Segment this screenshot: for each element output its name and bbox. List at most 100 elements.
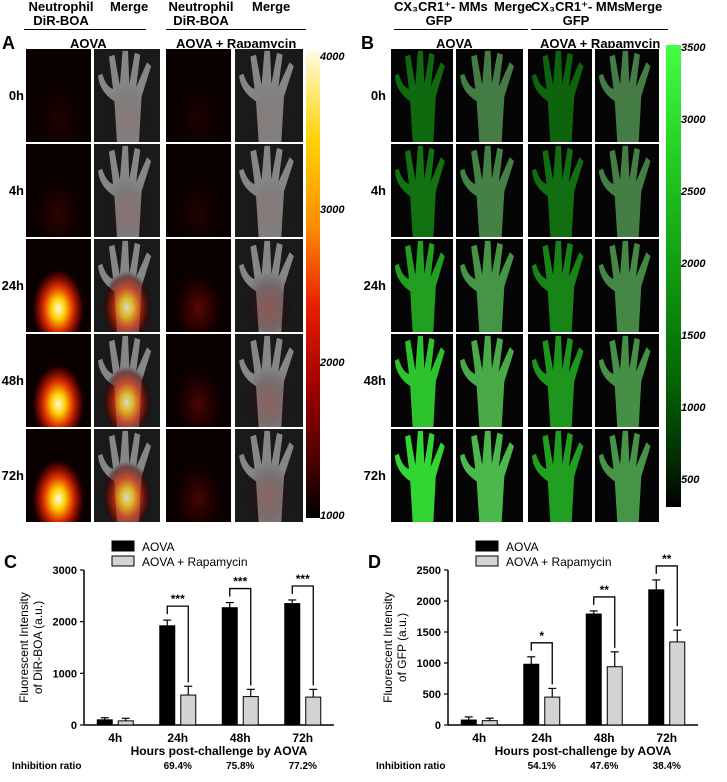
bar (460, 719, 477, 726)
merge-image (234, 238, 304, 333)
fluorescence-image (165, 48, 232, 143)
header-line-cx3cr1-mms: CX₃CR1⁺- MMs (531, 0, 625, 14)
colorbar-tick-label: 4000 (320, 51, 345, 63)
merge-image (93, 333, 161, 428)
colorbar-tick-label: 1500 (681, 330, 706, 342)
panel-a-col-header-neutrophil: Neutrophil DiR-BOA (26, 0, 96, 28)
header-line-neutrophil: Neutrophil (28, 0, 94, 14)
y-tick-label: 0 (71, 720, 77, 732)
merge-image (455, 143, 524, 238)
colorbar-tick-label: 1000 (681, 402, 706, 414)
header-rule (394, 29, 528, 30)
header-rule (531, 29, 668, 30)
panel-label-d: D (368, 552, 381, 572)
colorbar-tick-label: 1000 (320, 510, 345, 522)
legend-swatch (475, 540, 499, 552)
header-line-neutrophil: Neutrophil (168, 0, 234, 14)
merge-image (455, 428, 524, 523)
y-tick-label: 2000 (417, 596, 441, 608)
bar (305, 696, 322, 726)
inhibition-ratio-value: 69.4% (164, 761, 192, 772)
bar (523, 663, 540, 726)
timepoint-label: 0h (8, 87, 24, 103)
significance-bracket (655, 565, 678, 627)
panel-b-col-header-mms: CX₃CR1⁺- MMs GFP (394, 0, 488, 28)
bar (221, 607, 238, 726)
inhibition-ratio-value: 47.6% (590, 761, 618, 772)
y-tick-label: 0 (435, 720, 441, 732)
y-tick-label: 1500 (417, 627, 441, 639)
x-tick-label: 48h (594, 731, 615, 745)
fluorescence-image (165, 238, 232, 333)
bar (585, 613, 602, 726)
x-tick-label: 48h (230, 731, 251, 745)
colorbar-green (666, 45, 681, 507)
y-tick-label: 1000 (417, 658, 441, 670)
bar (606, 666, 623, 726)
merge-image (93, 48, 161, 143)
bar (669, 641, 686, 726)
significance-stars: *** (171, 592, 185, 606)
group-label-aova-rapamycin: AOVA + Rapamycin (540, 36, 661, 51)
merge-image (93, 143, 161, 238)
panel-b-col-header-merge-2: Merge (624, 0, 663, 14)
bar (96, 719, 113, 726)
colorbar-heat (306, 50, 320, 518)
significance-bracket (593, 596, 616, 648)
fluorescence-image (390, 238, 454, 333)
fluorescence-image (25, 238, 92, 333)
x-tick-label: 72h (656, 731, 677, 745)
legend-label: AOVA (506, 540, 538, 554)
inhibition-ratio-value: 38.4% (653, 761, 681, 772)
fluorescence-image (527, 333, 593, 428)
significance-stars: ** (662, 552, 672, 566)
panel-b-col-header-mms-2: CX₃CR1⁺- MMs GFP (531, 0, 625, 28)
header-line-dir-boa: DiR-BOA (173, 13, 229, 28)
merge-image (234, 143, 304, 238)
fluorescence-image (390, 48, 454, 143)
merge-image (594, 143, 660, 238)
merge-image (93, 238, 161, 333)
x-tick-label: 24h (167, 731, 188, 745)
fluorescence-image (165, 428, 232, 523)
legend-swatch (475, 555, 499, 567)
group-label-aova: AOVA (70, 36, 107, 51)
colorbar-tick-label: 3500 (681, 42, 706, 54)
y-tick-label: 2000 (53, 617, 77, 629)
significance-bracket (166, 605, 189, 683)
panel-label-c: C (4, 552, 17, 572)
panel-label-b: B (361, 33, 374, 53)
significance-bracket (291, 585, 314, 686)
merge-image (234, 48, 304, 143)
timepoint-label: 4h (8, 182, 24, 198)
significance-bracket (530, 642, 553, 685)
y-tick-label: 3000 (53, 565, 77, 577)
header-line-dir-boa: DiR-BOA (33, 13, 89, 28)
bar (284, 603, 301, 726)
legend-label: AOVA + Rapamycin (142, 555, 248, 569)
significance-bracket (229, 587, 252, 686)
header-rule (24, 29, 146, 30)
fluorescence-image (527, 143, 593, 238)
timepoint-label: 24h (363, 277, 386, 293)
group-label-aova-rapamycin: AOVA + Rapamycin (176, 36, 297, 51)
header-rule (166, 29, 306, 30)
legend-label: AOVA (142, 540, 174, 554)
inhibition-ratio-value: 77.2% (289, 761, 317, 772)
significance-stars: * (539, 629, 544, 643)
header-line-cx3cr1-mms: CX₃CR1⁺- MMs (394, 0, 488, 14)
legend-swatch (111, 555, 135, 567)
bar (159, 625, 176, 726)
merge-image (455, 238, 524, 333)
significance-stars: *** (233, 575, 247, 589)
bar (481, 720, 498, 726)
colorbar-tick-label: 500 (681, 474, 700, 486)
inhibition-ratio-label: Inhibition ratio (376, 761, 445, 772)
merge-image (234, 333, 304, 428)
x-axis-label: Hours post-challenge by AOVA (495, 744, 672, 758)
panel-a-col-header-neutrophil-2: Neutrophil DiR-BOA (166, 0, 236, 28)
inhibition-ratio-value: 54.1% (528, 761, 556, 772)
fluorescence-image (25, 333, 92, 428)
